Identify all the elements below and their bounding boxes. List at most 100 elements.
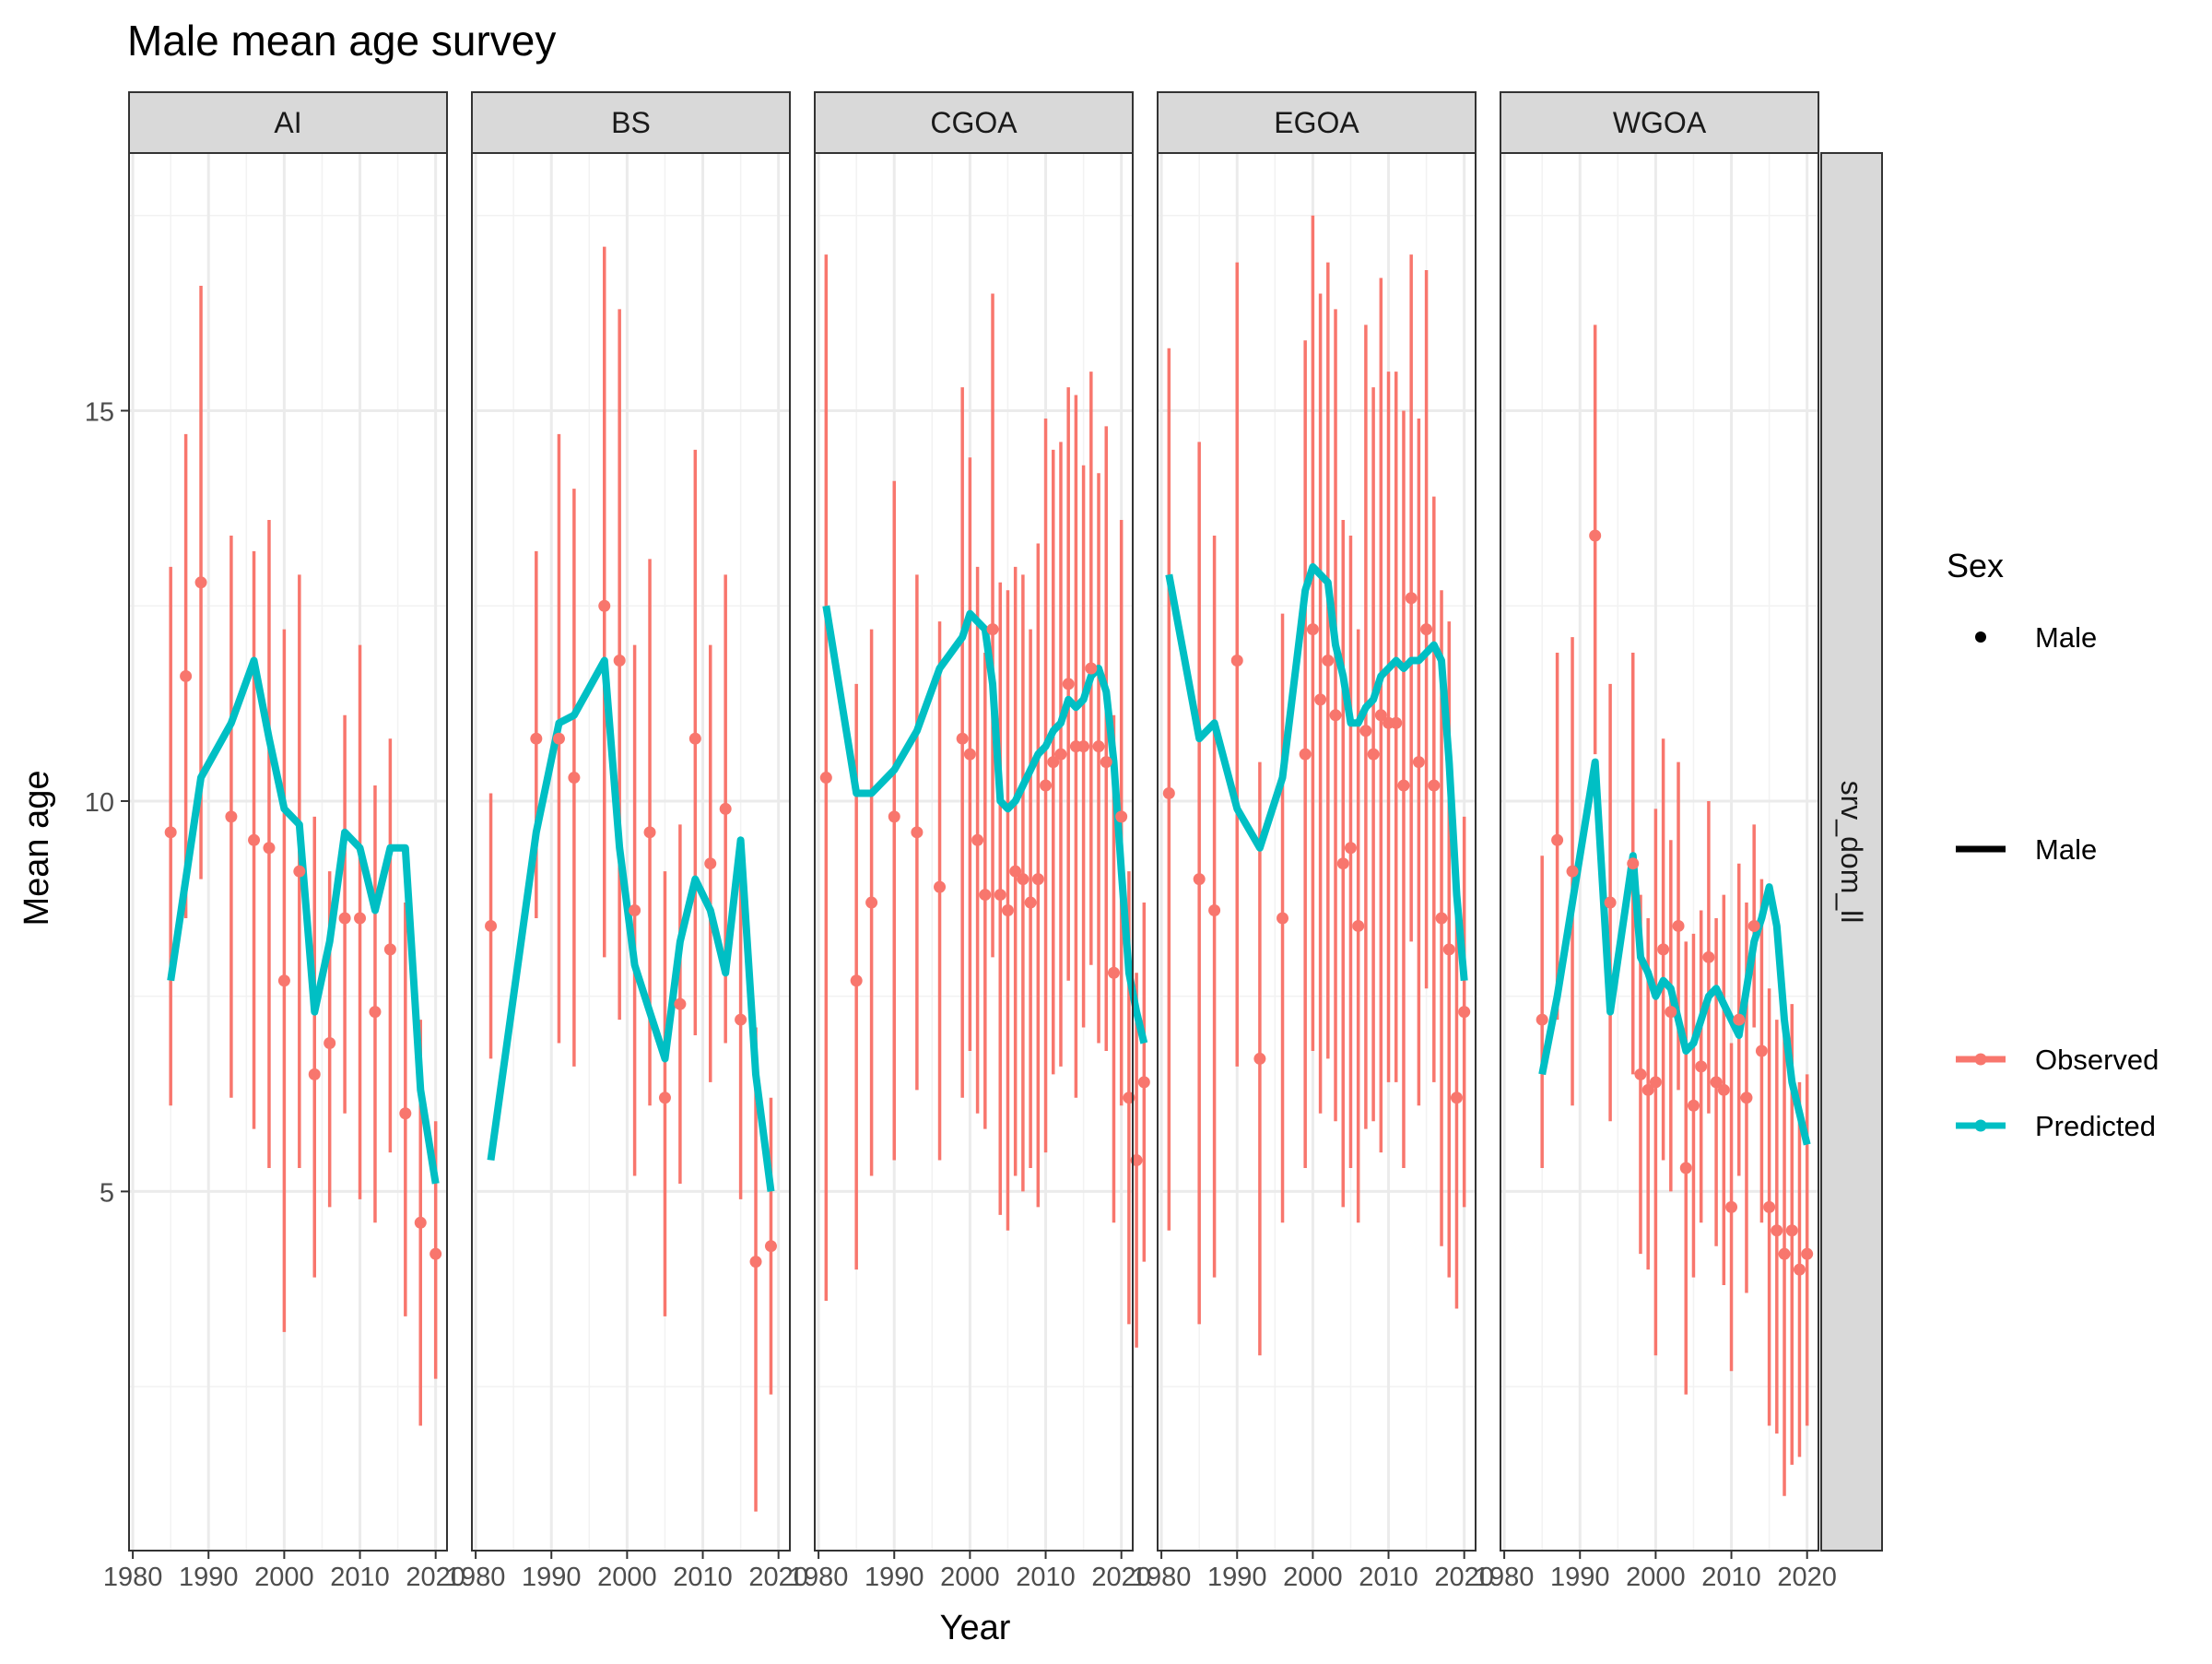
x-tick-label: 1980 — [1132, 1563, 1192, 1592]
y-tick-label: 15 — [85, 397, 114, 427]
observed-point — [1702, 950, 1715, 963]
predicted-line — [167, 656, 440, 1185]
panel-background — [1500, 153, 1818, 1551]
legend-predicted-point — [1974, 1119, 1987, 1132]
y-tick-label: 5 — [100, 1178, 114, 1208]
facet-strip — [814, 91, 1134, 154]
x-tick-label: 2020 — [748, 1563, 808, 1592]
observed-point — [1665, 1006, 1677, 1019]
observed-point — [1717, 1083, 1730, 1096]
predicted-line — [1538, 758, 1811, 1146]
observed-point — [1367, 748, 1380, 761]
observed-point — [1031, 873, 1044, 886]
observed-point — [485, 919, 498, 932]
facet-strip-label: WGOA — [1613, 106, 1707, 139]
legend-observed-point — [1974, 1053, 1987, 1066]
facet-panel-wgoa: WGOA 1980 1990 2000 2010 2020 — [1475, 91, 1837, 1592]
observed-point — [658, 1092, 671, 1104]
observed-point — [764, 1240, 777, 1253]
observed-point — [1137, 1076, 1150, 1089]
observed-point — [293, 865, 306, 878]
observed-point — [1763, 1200, 1776, 1213]
observed-point — [1054, 748, 1067, 761]
observed-point — [1390, 716, 1403, 729]
observed-point — [1755, 1044, 1768, 1057]
panel-background — [129, 153, 447, 1551]
observed-point — [1450, 1092, 1463, 1104]
observed-point — [1435, 912, 1448, 925]
observed-point — [1352, 919, 1365, 932]
observed-point — [1687, 1099, 1700, 1112]
observed-point — [1785, 1224, 1798, 1237]
observed-point — [719, 802, 732, 815]
x-tick-label: 2010 — [1016, 1563, 1076, 1592]
x-tick-label: 2020 — [1434, 1563, 1494, 1592]
observed-point — [194, 576, 207, 589]
observed-point — [629, 904, 641, 917]
observed-point — [956, 732, 969, 745]
observed-point — [1710, 1076, 1723, 1089]
x-tick-label: 2010 — [1359, 1563, 1418, 1592]
predicted-line — [822, 605, 1148, 1044]
observed-point — [1747, 919, 1760, 932]
observed-point — [979, 889, 992, 902]
observed-point — [1115, 810, 1128, 823]
panel-border — [814, 152, 1134, 1552]
legend-shape-key — [1975, 631, 1986, 643]
observed-point — [986, 623, 999, 636]
x-tick-label: 1980 — [789, 1563, 849, 1592]
panel-border — [128, 152, 448, 1552]
observed-point — [1107, 966, 1120, 979]
observed-point — [1627, 857, 1640, 870]
x-tick-label: 2020 — [1091, 1563, 1151, 1592]
observed-point — [308, 1068, 321, 1080]
observed-point — [749, 1256, 762, 1269]
observed-point — [1551, 833, 1564, 846]
observed-point — [1740, 1092, 1753, 1104]
y-tick-label: 10 — [85, 788, 114, 818]
legend-shape-label: Male — [2035, 621, 2097, 654]
observed-point — [383, 943, 396, 956]
observed-point — [1374, 709, 1387, 722]
panel-border — [1157, 152, 1477, 1552]
observed-point — [1322, 655, 1335, 667]
observed-point — [414, 1216, 427, 1229]
observed-point — [704, 857, 717, 870]
observed-point — [1047, 756, 1060, 769]
observed-point — [819, 772, 832, 785]
observed-point — [1458, 1006, 1471, 1019]
x-tick-label: 2020 — [406, 1563, 465, 1592]
observed-point — [338, 912, 351, 925]
legend: Sex Male Male Observed Predicted — [1947, 547, 2159, 1142]
observed-point — [1412, 756, 1425, 769]
observed-point — [263, 842, 276, 855]
observed-point — [324, 1036, 336, 1049]
observed-point — [1397, 779, 1410, 792]
observed-point — [1801, 1247, 1814, 1260]
observed-point — [1733, 1013, 1746, 1026]
facet-strip-label: EGOA — [1274, 106, 1359, 139]
observed-point — [225, 810, 238, 823]
observed-point — [1040, 779, 1053, 792]
x-tick-label: 1990 — [1207, 1563, 1267, 1592]
facet-strip-label: CGOA — [930, 106, 1018, 139]
x-tick-label: 2010 — [1701, 1563, 1761, 1592]
observed-point — [1672, 919, 1685, 932]
observed-point — [1230, 655, 1243, 667]
predicted-line — [1165, 562, 1468, 982]
observed-point — [850, 974, 863, 987]
observed-point — [888, 810, 900, 823]
legend-observed-label: Observed — [2035, 1044, 2159, 1076]
observed-point — [1695, 1060, 1708, 1073]
observed-point — [1085, 662, 1098, 675]
observed-point — [1589, 529, 1602, 542]
observed-point — [1405, 592, 1418, 605]
observed-point — [735, 1013, 747, 1026]
x-tick-label: 2000 — [1626, 1563, 1686, 1592]
facet-strip — [471, 91, 791, 154]
observed-point — [1299, 748, 1312, 761]
right-strip-label: srv_dom_ll — [1835, 781, 1868, 924]
observed-point — [1208, 904, 1221, 917]
observed-point — [1253, 1052, 1266, 1065]
x-tick-label: 2000 — [597, 1563, 657, 1592]
